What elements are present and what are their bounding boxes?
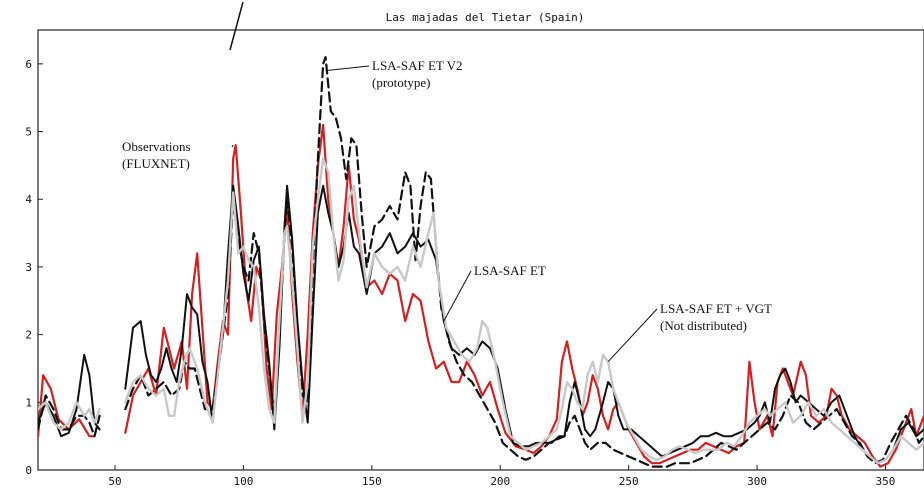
annotation-pointer bbox=[231, 144, 234, 148]
y-tick-label: 0 bbox=[25, 464, 32, 477]
annotation-label: Observations bbox=[122, 139, 191, 154]
series-line-lsa-saf-et-v2-prototype bbox=[38, 56, 924, 468]
x-tick-label: 150 bbox=[362, 475, 382, 488]
y-tick-label: 3 bbox=[25, 261, 32, 274]
x-tick-label: 100 bbox=[234, 475, 254, 488]
annotation-label: (Not distributed) bbox=[660, 318, 747, 333]
y-tick-label: 1 bbox=[25, 396, 32, 409]
plot-frame bbox=[37, 29, 924, 471]
y-tick-label: 2 bbox=[25, 329, 32, 342]
series-line-lsa-saf-et-vgt-not-distributed bbox=[38, 157, 924, 465]
chart-title: Las majadas del Tietar (Spain) bbox=[386, 11, 585, 24]
x-tick-label: 50 bbox=[108, 475, 121, 488]
y-tick-label: 4 bbox=[25, 193, 32, 206]
y-axis: 0 1 2 3 4 5 6 bbox=[25, 58, 43, 477]
x-tick-label: 250 bbox=[619, 475, 639, 488]
decorative-stroke bbox=[229, 1, 244, 51]
annotation-pointer bbox=[325, 65, 370, 72]
annotation-label: (FLUXNET) bbox=[122, 156, 190, 171]
y-tick-label: 5 bbox=[25, 126, 32, 139]
x-tick-label: 350 bbox=[876, 475, 896, 488]
series-layer bbox=[38, 56, 924, 468]
x-axis: 50 100 150 200 250 300 350 bbox=[108, 465, 895, 488]
annotation-label: LSA-SAF ET V2 bbox=[372, 58, 463, 73]
annotation-pointer bbox=[443, 270, 472, 322]
annotation-label: (prototype) bbox=[372, 75, 430, 90]
y-tick-label: 6 bbox=[25, 58, 32, 71]
x-tick-label: 300 bbox=[747, 475, 767, 488]
annotation-label: LSA-SAF ET bbox=[474, 263, 546, 278]
annotation-label: LSA-SAF ET + VGT bbox=[660, 301, 772, 316]
x-tick-label: 200 bbox=[490, 475, 510, 488]
annotation-pointer bbox=[607, 308, 658, 363]
annotations: LSA-SAF ET V2 (prototype) Observations (FLU… bbox=[122, 58, 772, 363]
